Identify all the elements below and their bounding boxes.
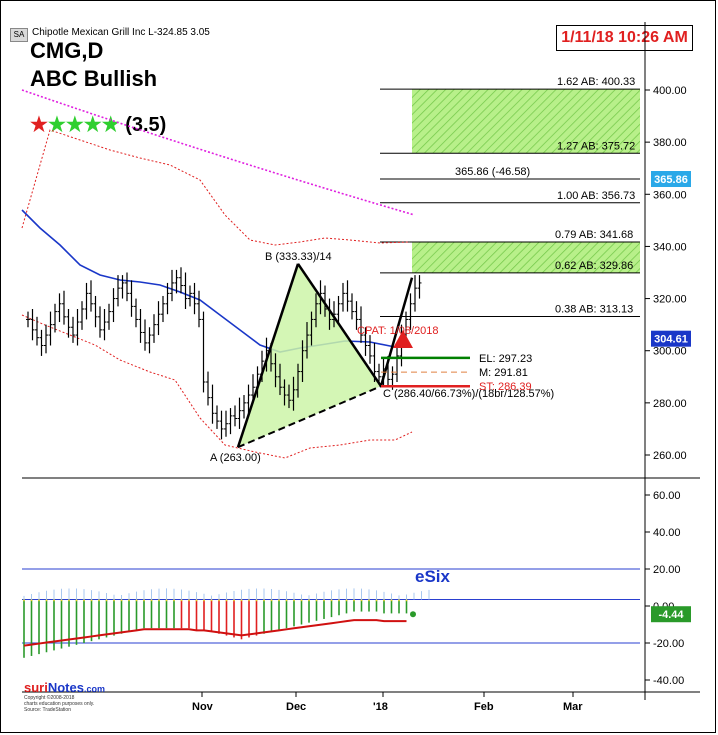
- fib-level-label: 0.62 AB: 329.86: [555, 260, 633, 272]
- y-tick-label: 340.00: [653, 241, 687, 253]
- x-tick-label: Dec: [286, 701, 306, 713]
- last-price-box-text: 304.61: [654, 334, 688, 346]
- ma-200-line: [21, 89, 415, 216]
- x-tick-label: '18: [373, 701, 388, 713]
- current-price-box-text: 365.86: [654, 174, 688, 186]
- x-tick-label: Feb: [474, 701, 494, 713]
- osc-last-dot: [410, 611, 416, 618]
- pattern-point-label: C (286.40/66.73%)/(18br/128.57%): [383, 388, 554, 400]
- current-price-box: [651, 171, 691, 188]
- osc-signal-line: [23, 619, 407, 647]
- osc-y-tick-label: -20.00: [653, 638, 684, 650]
- osc-value-text: -4.44: [658, 609, 684, 621]
- chart-title: Chipotle Mexican Grill Inc L-324.85 3.05: [32, 27, 210, 38]
- surinotes-logo: suriNotes.com Copyright ©2008-2018 chart…: [24, 680, 105, 713]
- y-tick-label: 280.00: [653, 398, 687, 410]
- osc-y-tick-label: -40.00: [653, 675, 684, 687]
- y-tick-label: 300.00: [653, 346, 687, 358]
- x-tick-label: Mar: [563, 701, 583, 713]
- osc-y-tick-label: 60.00: [653, 490, 681, 502]
- pattern-point-label: A (263.00): [210, 452, 261, 464]
- lower-band: [21, 314, 413, 459]
- x-tick-label: Nov: [192, 701, 214, 713]
- esix-label: eSix: [415, 567, 450, 586]
- ma-50-line: [21, 209, 412, 353]
- cpat-marker: [393, 330, 413, 348]
- y-tick-label: 320.00: [653, 294, 687, 306]
- fib-level-label: 0.79 AB: 341.68: [555, 229, 633, 241]
- symbol-badge: SA: [10, 28, 28, 42]
- leg-ac: [237, 385, 382, 449]
- target-zone-lower: [412, 242, 640, 273]
- fib-level-label: 0.38 AB: 313.13: [555, 303, 633, 315]
- cpat-label: CPAT: 1/08/2018: [357, 325, 439, 337]
- target-zone-upper: [412, 89, 640, 154]
- fib-level-label: 1.62 AB: 400.33: [557, 76, 635, 88]
- y-tick-label: 260.00: [653, 450, 687, 462]
- fib-level-label: 1.27 AB: 375.72: [557, 140, 635, 152]
- y-tick-label: 400.00: [653, 85, 687, 97]
- y-tick-label: 360.00: [653, 189, 687, 201]
- trade-level-label: EL: 297.23: [479, 353, 532, 365]
- pattern-label: ABC Bullish: [30, 66, 158, 91]
- upper-band: [21, 129, 411, 246]
- pattern-point-label: B (333.33)/14: [265, 251, 332, 263]
- symbol-label: CMG,D: [30, 38, 104, 63]
- fib-level-label: 365.86 (-46.58): [455, 166, 530, 178]
- rating: ★★★★★ (3.5): [30, 112, 166, 137]
- rating-score: (3.5): [125, 114, 167, 136]
- osc-y-tick-label: 40.00: [653, 527, 681, 539]
- y-tick-label: 380.00: [653, 137, 687, 149]
- fib-level-label: 1.00 AB: 356.73: [557, 190, 635, 202]
- leg-ab: [236, 263, 300, 448]
- rating-star-green: ★★★★: [47, 114, 120, 136]
- projection-leg: [379, 277, 414, 387]
- leg-bc: [296, 263, 383, 387]
- last-price-box: [651, 330, 691, 347]
- osc-y-tick-label: 20.00: [653, 564, 681, 576]
- osc-value-box: [651, 606, 691, 623]
- timestamp: 1/11/18 10:26 AM: [556, 25, 693, 51]
- trade-level-label: M: 291.81: [479, 367, 528, 379]
- rating-star-red: ★: [30, 114, 48, 136]
- trade-level-label: ST: 286.39: [479, 381, 532, 393]
